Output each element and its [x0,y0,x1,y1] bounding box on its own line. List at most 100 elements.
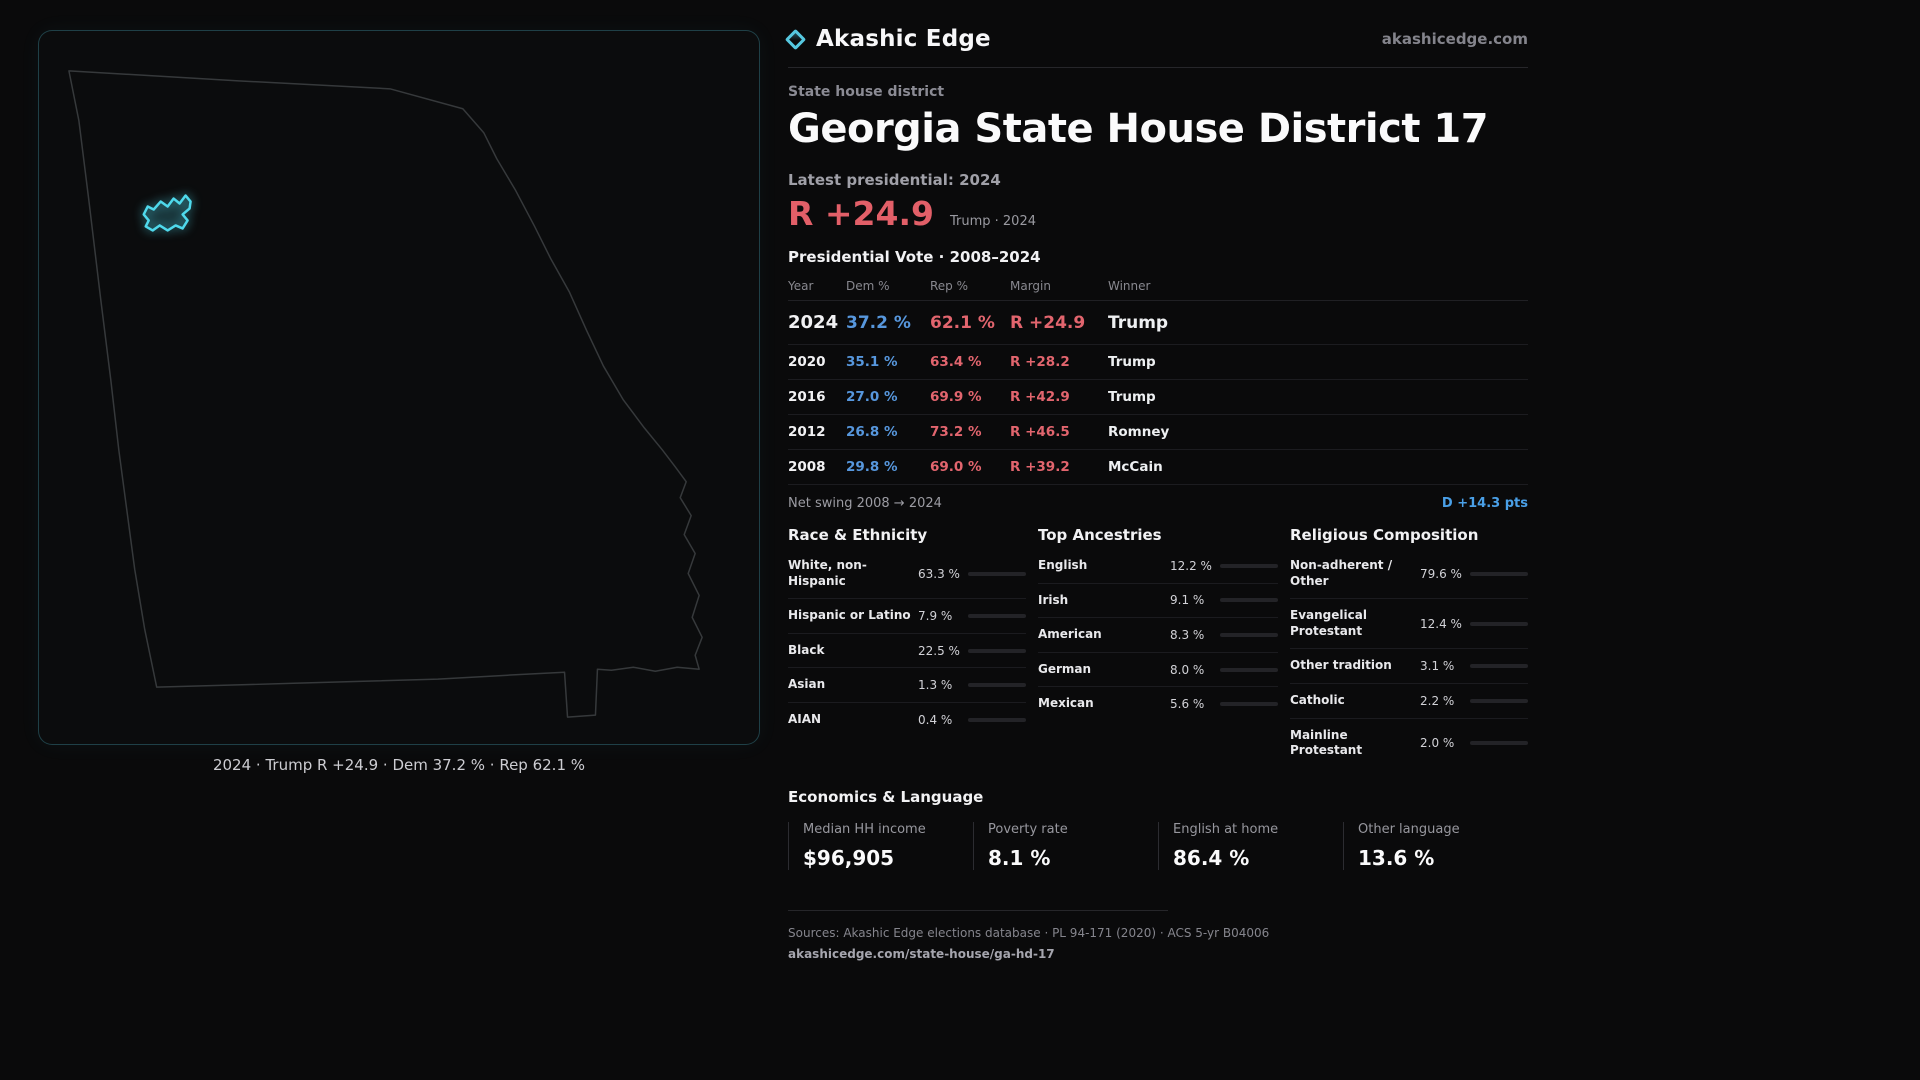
stat-median-income: Median HH income $96,905 [788,821,973,870]
demo-label: AIAN [788,711,822,726]
brand-domain-link[interactable]: akashicedge.com [1381,30,1528,48]
demographics-section: Race & Ethnicity White, non-Hispanic 63.… [788,526,1528,768]
demo-label: Asian [788,677,826,692]
table-row: 2024 37.2 % 62.1 % R +24.9 Trump [788,301,1528,345]
demo-value: 8.0 % [1170,662,1205,677]
cell-rep: 69.9 % [930,389,982,405]
demo-label: German [1038,661,1092,676]
table-row: 2016 27.0 % 69.9 % R +42.9 Trump [788,380,1528,415]
mini-bar [1470,664,1528,669]
list-item: American 8.3 % [1038,618,1278,653]
demo-label: American [1038,627,1102,642]
headline-margin-value: R +24.9 [788,194,934,233]
stat-english-at-home: English at home 86.4 % [1158,821,1343,870]
list-item: White, non-Hispanic 63.3 % [788,549,1026,600]
page-title: Georgia State House District 17 [788,106,1489,152]
mini-bar [1220,563,1278,568]
district-type-kicker: State house district [788,84,945,100]
diamond-logo-icon [784,28,807,50]
demo-value: 12.4 % [1420,616,1462,631]
cell-winner: Trump [1108,313,1169,333]
demo-label: Non-adherent / Other [1290,558,1393,588]
demo-label: White, non-Hispanic [788,558,867,588]
mini-bar [1220,702,1278,707]
cell-dem: 29.8 % [846,459,898,475]
georgia-state-outline [68,70,703,718]
mini-bar [1220,667,1278,672]
mini-bar [968,613,1026,618]
district-17-shape[interactable] [142,194,192,232]
demo-value: 9.1 % [1170,593,1205,608]
table-row: 2020 35.1 % 63.4 % R +28.2 Trump [788,345,1528,380]
stat-other-language: Other language 13.6 % [1343,821,1528,870]
list-item: Mexican 5.6 % [1038,687,1278,721]
cell-rep: 63.4 % [930,354,982,370]
net-swing-value: D +14.3 pts [1441,496,1528,511]
net-swing-row: Net swing 2008 → 2024 D +14.3 pts [788,496,1528,511]
cell-rep: 69.0 % [930,459,982,475]
stat-value: $96,905 [803,845,895,870]
mini-bar [1470,698,1528,703]
sources-text: Sources: Akashic Edge elections database… [788,925,1270,940]
list-item: Irish 9.1 % [1038,584,1278,619]
table-row: 2008 29.8 % 69.0 % R +39.2 McCain [788,450,1528,485]
stat-label: English at home [1173,821,1279,837]
list-item: Mainline Protestant 2.0 % [1290,719,1528,768]
demo-value: 5.6 % [1170,697,1205,712]
mini-bar [1470,621,1528,626]
stat-value: 8.1 % [988,845,1051,870]
mini-bar [968,683,1026,688]
brand: Akashic Edge [784,26,991,52]
mini-bar [1220,598,1278,603]
district-detail-panel: Akashic Edge akashicedge.com State house… [784,26,1528,961]
list-item: Evangelical Protestant 12.4 % [1290,599,1528,650]
mini-bar [968,717,1026,722]
district-map-panel [38,30,760,745]
stat-value: 86.4 % [1173,845,1250,870]
list-item: English 12.2 % [1038,549,1278,584]
vote-table-title: Presidential Vote · 2008–2024 [788,248,1041,266]
cell-year: 2020 [788,354,826,370]
cell-winner: McCain [1108,459,1163,475]
cell-margin: R +28.2 [1010,354,1070,370]
cell-dem: 37.2 % [846,313,911,333]
headline-margin-note: Trump · 2024 [949,214,1036,229]
cell-winner: Romney [1108,424,1170,440]
demo-value: 0.4 % [918,712,953,727]
col-dem: Dem % [846,279,890,293]
col-margin: Margin [1010,279,1051,293]
cell-year: 2024 [788,312,839,333]
list-item: Asian 1.3 % [788,668,1026,703]
col-year: Year [788,279,814,293]
race-ethnicity-column: Race & Ethnicity White, non-Hispanic 63.… [788,526,1026,768]
list-item: Other tradition 3.1 % [1290,649,1528,684]
cell-margin: R +42.9 [1010,389,1070,405]
cell-dem: 27.0 % [846,389,898,405]
demo-label: Black [788,642,825,657]
stat-label: Poverty rate [988,821,1068,837]
app-header: Akashic Edge akashicedge.com [784,26,1528,68]
demo-value: 22.5 % [918,643,960,658]
cell-year: 2008 [788,459,826,475]
economics-stats: Median HH income $96,905 Poverty rate 8.… [788,821,1528,870]
stat-poverty-rate: Poverty rate 8.1 % [973,821,1158,870]
demo-label: Other tradition [1290,658,1392,673]
mini-bar [1470,741,1528,746]
mini-bar [1470,571,1528,576]
demo-value: 1.3 % [918,678,953,693]
cell-margin: R +24.9 [1010,313,1086,333]
list-item: Non-adherent / Other 79.6 % [1290,549,1528,600]
race-ethnicity-title: Race & Ethnicity [788,526,928,544]
cell-winner: Trump [1108,354,1156,370]
stat-label: Median HH income [803,821,926,837]
net-swing-label: Net swing 2008 → 2024 [788,496,942,511]
cell-year: 2012 [788,424,826,440]
demo-label: Catholic [1290,692,1345,707]
religion-column: Religious Composition Non-adherent / Oth… [1290,526,1528,768]
mini-bar [968,571,1026,576]
demo-value: 2.2 % [1420,693,1455,708]
permalink-link[interactable]: akashicedge.com/state-house/ga-hd-17 [788,946,1055,961]
demo-value: 7.9 % [918,608,953,623]
list-item: AIAN 0.4 % [788,703,1026,737]
demo-value: 2.0 % [1420,736,1455,751]
